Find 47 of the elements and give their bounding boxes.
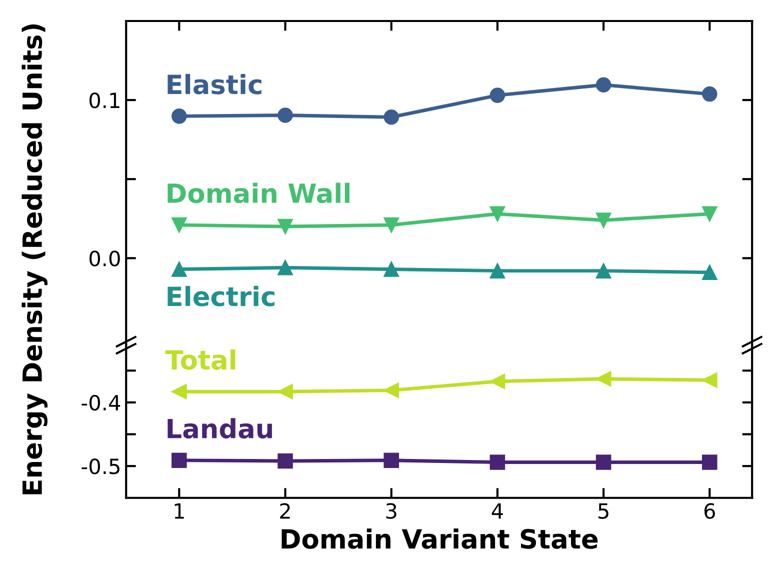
x-tick-label: 5 — [598, 503, 608, 519]
y-tick-label: -0.4 — [82, 394, 120, 411]
series-label: Landau — [168, 418, 272, 439]
point — [278, 260, 293, 276]
point — [490, 374, 506, 390]
point — [490, 88, 506, 103]
point — [596, 371, 612, 387]
x-axis-title: Domain Variant State — [282, 528, 598, 549]
point — [596, 263, 612, 278]
point — [278, 453, 293, 469]
x-tick-label: 1 — [174, 503, 184, 519]
point — [702, 86, 718, 102]
point — [702, 206, 718, 222]
series-label: Elastic — [168, 74, 262, 94]
point — [384, 109, 399, 125]
point — [490, 206, 506, 222]
series-label: Electric — [168, 286, 274, 306]
y-tick-label: -0.5 — [82, 458, 120, 474]
series-label: Total — [165, 349, 236, 370]
point — [384, 452, 399, 468]
point — [172, 452, 187, 468]
point — [490, 263, 506, 278]
point — [172, 108, 187, 124]
y-axis-title: Energy Density (Reduced Units) — [22, 24, 48, 494]
x-tick-label: 3 — [386, 503, 396, 519]
x-tick-label: 4 — [492, 503, 503, 519]
point — [596, 77, 612, 93]
point — [384, 382, 399, 398]
point — [702, 264, 718, 280]
point — [172, 384, 187, 400]
point — [172, 217, 187, 233]
point — [702, 454, 718, 470]
point — [596, 212, 612, 228]
series-label: Domain Wall — [168, 182, 350, 204]
point — [596, 454, 612, 470]
y-tick-label: 0.1 — [89, 92, 120, 108]
point — [490, 454, 506, 470]
point — [278, 108, 293, 123]
point — [278, 218, 293, 234]
x-tick-label: 6 — [704, 503, 715, 519]
y-tick-label: 0.0 — [89, 250, 120, 266]
point — [702, 372, 718, 388]
point — [278, 384, 293, 400]
point — [384, 262, 399, 277]
point — [172, 262, 187, 277]
point — [384, 217, 399, 233]
x-tick-label: 2 — [280, 503, 290, 519]
